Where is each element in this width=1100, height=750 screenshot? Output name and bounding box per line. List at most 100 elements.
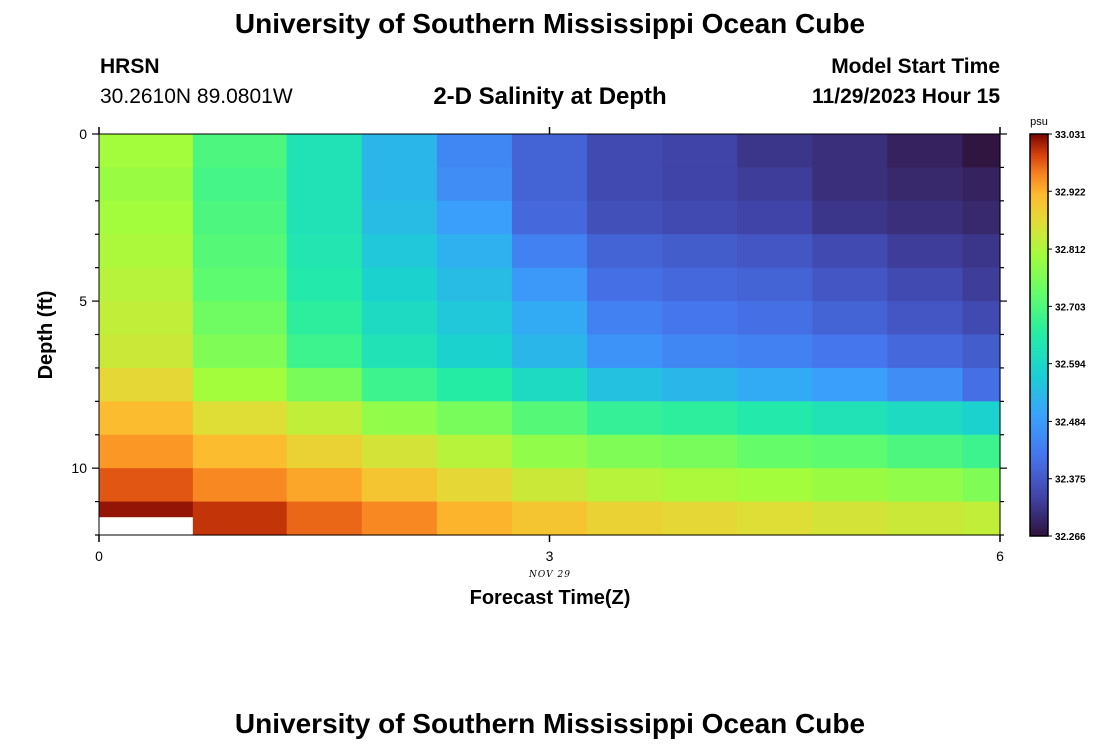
heatmap-cell (812, 468, 888, 503)
heatmap-cell (286, 401, 363, 436)
heatmap-cell (737, 334, 813, 369)
heatmap-cell (587, 267, 663, 302)
heatmap-cell (436, 334, 513, 369)
heatmap-cell (286, 501, 363, 536)
heatmap-cell (99, 501, 194, 518)
heatmap-cell (887, 367, 964, 402)
heatmap-cell (361, 434, 438, 469)
heatmap-cell (511, 200, 588, 235)
heatmap-cell (962, 267, 1001, 302)
heatmap-cell (887, 200, 964, 235)
heatmap-cell (99, 334, 194, 369)
heatmap-cell (887, 501, 964, 536)
heatmap-cell (587, 334, 663, 369)
heatmap-cell (962, 234, 1001, 269)
heatmap-cell (737, 200, 813, 235)
heatmap-cell (99, 267, 194, 302)
heatmap-cell (192, 434, 288, 469)
heatmap-cell (587, 200, 663, 235)
heatmap-cell (361, 468, 438, 503)
heatmap-cell (192, 234, 288, 269)
heatmap-cell (192, 301, 288, 336)
heatmap-cell (361, 334, 438, 369)
heatmap-cell (737, 234, 813, 269)
heatmap-cell (662, 301, 738, 336)
colorbar-tick-label: 32.703 (1055, 302, 1086, 313)
colorbar-tick-label: 32.922 (1055, 187, 1086, 198)
heatmap-cell (962, 200, 1001, 235)
heatmap-cell (662, 267, 738, 302)
heatmap-cell (587, 501, 663, 536)
heatmap-cell (192, 334, 288, 369)
heatmap-cell (192, 468, 288, 503)
heatmap-cell (511, 401, 588, 436)
x-axis-label: Forecast Time(Z) (470, 587, 631, 609)
heatmap-cell (587, 468, 663, 503)
heatmap-cell (812, 134, 888, 169)
heatmap-cell (812, 501, 888, 536)
colorbar: psu 32.266 32.375 32.484 32.594 32.703 32.812 3… (1029, 116, 1086, 543)
heatmap-cell (436, 434, 513, 469)
heatmap-cell (436, 267, 513, 302)
heatmap-cell (511, 167, 588, 202)
heatmap-cell (737, 468, 813, 503)
station-coordinates: 30.2610N 89.0801W (100, 85, 293, 108)
heatmap-cell (737, 134, 813, 169)
heatmap-cell (587, 234, 663, 269)
heatmap-cell (812, 434, 888, 469)
heatmap-cell (436, 167, 513, 202)
colorbar-tick-label: 32.484 (1055, 417, 1086, 428)
heatmap-cell (737, 167, 813, 202)
model-start-label: Model Start Time (831, 55, 1000, 78)
y-tick-label: 5 (79, 293, 87, 309)
heatmap-cell (286, 367, 363, 402)
heatmap-cell (587, 301, 663, 336)
heatmap-cell (99, 434, 194, 469)
heatmap-cell (286, 200, 363, 235)
heatmap-cell (662, 468, 738, 503)
heatmap-cell (812, 301, 888, 336)
heatmap-cell (812, 334, 888, 369)
heatmap-cell (737, 367, 813, 402)
heatmap-cell (662, 134, 738, 169)
y-tick-label: 10 (71, 460, 87, 476)
date-label: NOV 29 (528, 570, 571, 580)
heatmap-cell (887, 234, 964, 269)
heatmap-cell (192, 501, 288, 536)
x-tick-label: 0 (95, 548, 103, 564)
heatmap-cell (286, 434, 363, 469)
heatmap-cell (662, 367, 738, 402)
heatmap-cell (887, 401, 964, 436)
heatmap-cell (587, 434, 663, 469)
heatmap-cell (812, 367, 888, 402)
heatmap-cell (192, 267, 288, 302)
heatmap-cell (286, 267, 363, 302)
heatmap-cell (192, 367, 288, 402)
heatmap-cell (436, 200, 513, 235)
heatmap-cell (962, 301, 1001, 336)
model-start-time: 11/29/2023 Hour 15 (812, 85, 1000, 108)
x-tick-label: 6 (996, 548, 1004, 564)
heatmap-cell (812, 267, 888, 302)
heatmap-cell (662, 434, 738, 469)
heatmap-cell (662, 501, 738, 536)
heatmap-cell (587, 134, 663, 169)
colorbar-tick-label: 32.812 (1055, 245, 1086, 256)
heatmap-cell (737, 401, 813, 436)
heatmap-cell (286, 468, 363, 503)
heatmap-cell (962, 401, 1001, 436)
heatmap-cell (99, 234, 194, 269)
heatmap-cell (361, 401, 438, 436)
heatmap-cell (286, 334, 363, 369)
heatmap-cell (962, 367, 1001, 402)
heatmap-cell (737, 267, 813, 302)
heatmap-cell (361, 134, 438, 169)
heatmap-cell (737, 301, 813, 336)
heatmap-cell (737, 501, 813, 536)
heatmap-cell (887, 267, 964, 302)
heatmap-cell (737, 434, 813, 469)
heatmap-cell (286, 234, 363, 269)
heatmap-cell (99, 468, 194, 503)
heatmap-cell (99, 200, 194, 235)
heatmap-cell (887, 167, 964, 202)
